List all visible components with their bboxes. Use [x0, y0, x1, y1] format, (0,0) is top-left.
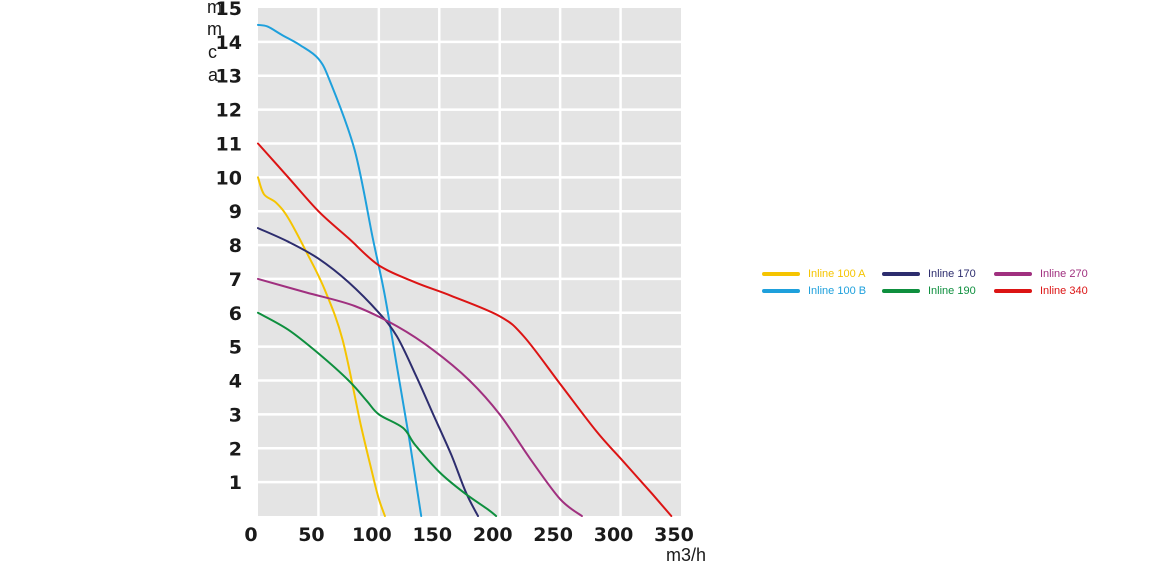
plot-area	[258, 8, 681, 516]
legend-item: Inline 190	[882, 283, 994, 299]
y-tick-label: 8	[229, 235, 242, 257]
y-tick-label: 10	[216, 167, 242, 189]
y-axis-label-m2: m	[207, 19, 222, 39]
series-line-inline-340	[257, 142, 673, 517]
y-tick-label: 12	[216, 100, 242, 122]
chart-legend: Inline 100 A Inline 170 Inline 270 Inline 1…	[762, 266, 1114, 299]
y-tick-label: 4	[229, 371, 242, 393]
series-line-inline-100-b	[257, 23, 423, 517]
y-tick-label: 15	[216, 0, 242, 20]
y-tick-label: 5	[229, 337, 242, 359]
legend-label: Inline 170	[928, 268, 976, 280]
legend-label: Inline 340	[1040, 285, 1088, 297]
y-tick-label: 3	[229, 404, 242, 426]
x-tick-label: 200	[473, 524, 513, 546]
x-axis-label: m3/h	[666, 545, 706, 563]
x-tick-label: 50	[298, 524, 324, 546]
legend-label: Inline 190	[928, 285, 976, 297]
y-axis-label-a: a	[208, 65, 219, 85]
x-tick-label: 0	[244, 524, 257, 546]
x-tick-label: 350	[654, 524, 694, 546]
legend-item: Inline 340	[994, 283, 1114, 299]
y-tick-label: 7	[229, 269, 242, 291]
legend-label: Inline 270	[1040, 268, 1088, 280]
y-tick-label: 9	[229, 201, 242, 223]
x-tick-label: 250	[533, 524, 573, 546]
y-tick-label: 11	[216, 133, 242, 155]
legend-swatch	[762, 272, 800, 276]
legend-label: Inline 100 A	[808, 268, 866, 280]
y-tick-label: 2	[229, 438, 242, 460]
legend-label: Inline 100 B	[808, 285, 867, 297]
series-lines	[257, 23, 673, 517]
series-line-inline-100-a	[257, 176, 386, 517]
legend-item: Inline 170	[882, 266, 994, 282]
y-tick-label: 6	[229, 303, 242, 325]
x-tick-label: 150	[412, 524, 452, 546]
y-axis-label-c: c	[208, 42, 217, 62]
legend-item: Inline 270	[994, 266, 1114, 282]
legend-swatch	[762, 289, 800, 293]
series-line-inline-270	[257, 277, 583, 517]
series-line-inline-190	[257, 311, 498, 517]
x-tick-label: 100	[352, 524, 392, 546]
y-tick-label: 13	[216, 66, 242, 88]
legend-item: Inline 100 B	[762, 283, 882, 299]
series-line-inline-170	[257, 227, 479, 517]
legend-item: Inline 100 A	[762, 266, 882, 282]
legend-swatch	[994, 289, 1032, 293]
y-tick-label: 14	[216, 32, 242, 54]
legend-swatch	[882, 289, 920, 293]
legend-swatch	[882, 272, 920, 276]
x-tick-label: 300	[594, 524, 634, 546]
y-axis-label-m1: m	[207, 0, 222, 17]
y-tick-label: 1	[229, 472, 242, 494]
legend-swatch	[994, 272, 1032, 276]
